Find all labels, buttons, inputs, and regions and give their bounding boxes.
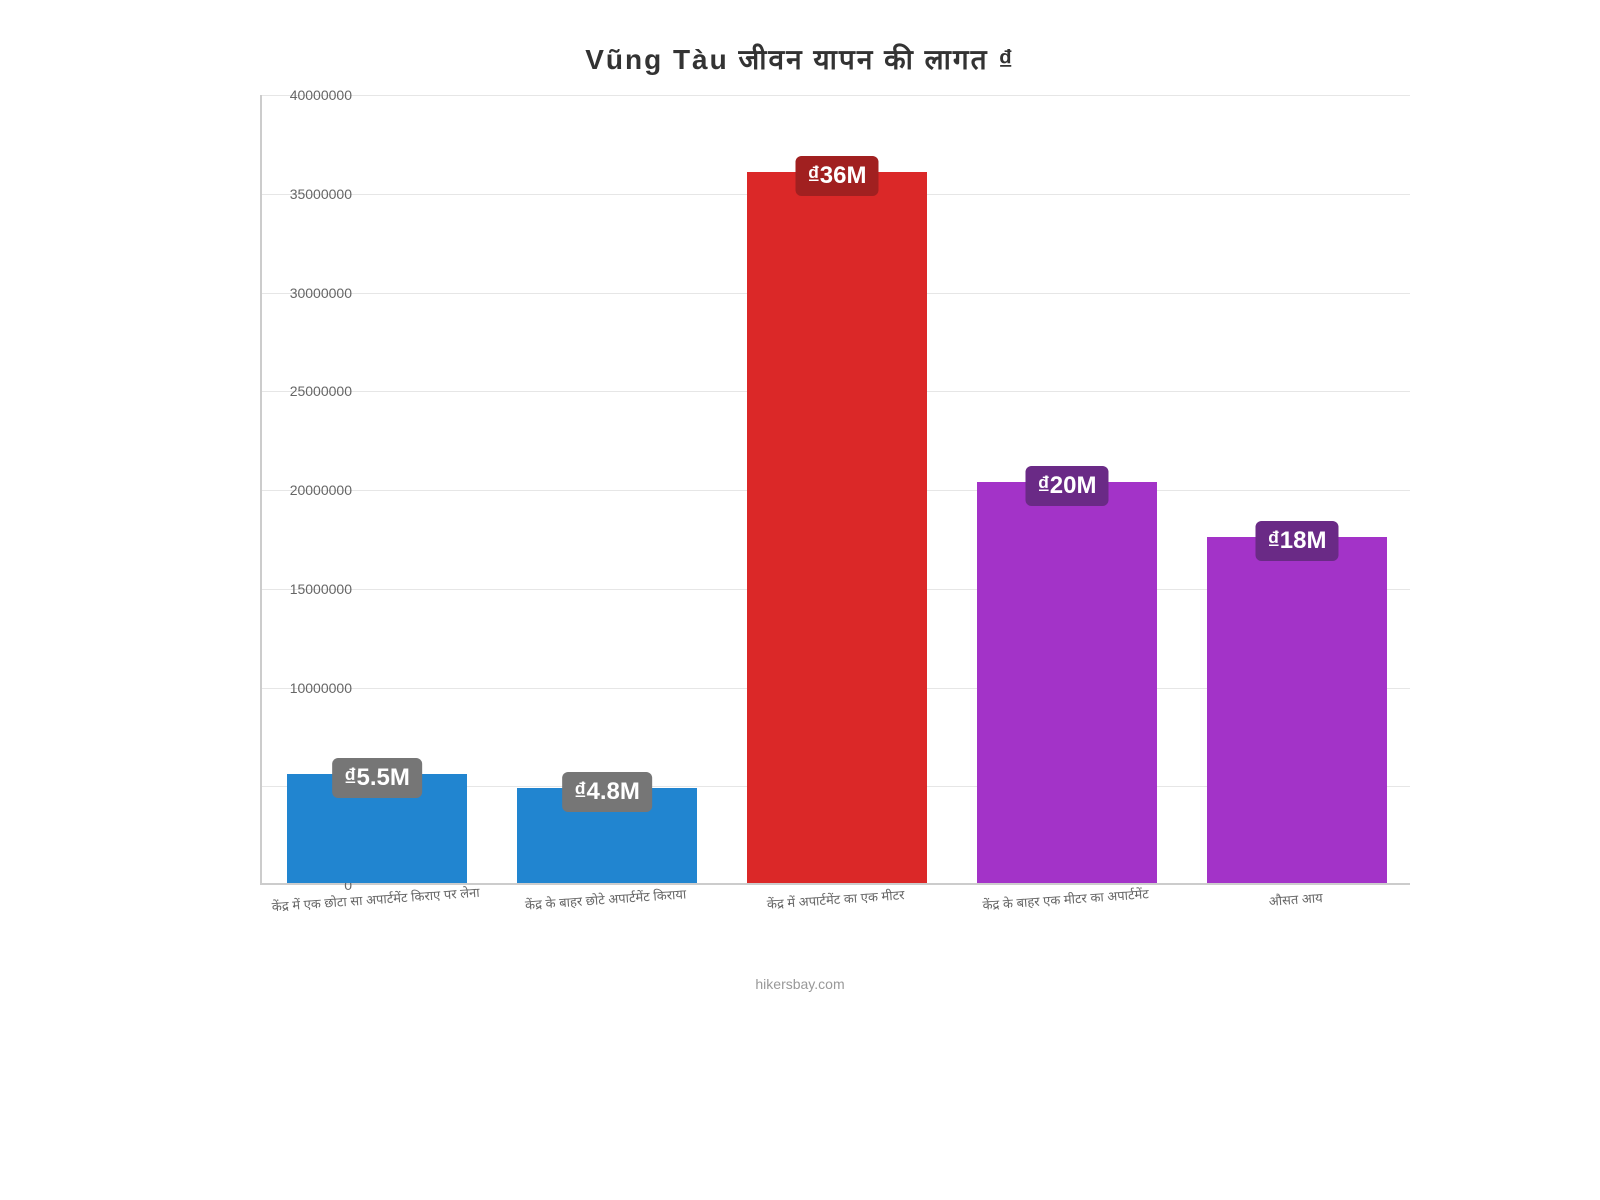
x-axis-labels: केंद्र में एक छोटा सा अपार्टमेंट किराए प… xyxy=(260,890,1410,950)
y-tick-label: 10000000 xyxy=(252,680,352,696)
bar-value-label: ₫36M xyxy=(795,156,878,196)
bar xyxy=(977,482,1156,883)
y-tick-label: 30000000 xyxy=(252,285,352,301)
credit-text: hikersbay.com xyxy=(755,976,844,992)
x-tick-label: केंद्र में अपार्टमेंट का एक मीटर xyxy=(766,885,905,913)
x-tick-label: केंद्र के बाहर एक मीटर का अपार्टमेंट xyxy=(982,884,1150,914)
y-tick-label: 35000000 xyxy=(252,186,352,202)
chart-title: Vũng Tàu जीवन यापन की लागत ₫ xyxy=(160,40,1440,78)
plot-area: 0500000010000000150000002000000025000000… xyxy=(260,95,1410,885)
y-tick-label: 20000000 xyxy=(252,482,352,498)
bar-value-label: ₫20M xyxy=(1025,466,1108,506)
y-tick-label: 15000000 xyxy=(252,581,352,597)
bar xyxy=(747,172,926,883)
bar-value-label: ₫18M xyxy=(1255,521,1338,561)
bar-value-label: ₫5.5M xyxy=(332,758,422,798)
x-tick-label: औसत आय xyxy=(1268,888,1323,910)
bar xyxy=(1207,537,1386,883)
y-tick-label: 25000000 xyxy=(252,383,352,399)
bar-value-label: ₫4.8M xyxy=(562,772,652,812)
y-tick-label: 40000000 xyxy=(252,87,352,103)
x-tick-label: केंद्र के बाहर छोटे अपार्टमेंट किराया xyxy=(524,884,686,913)
grid-line xyxy=(262,95,1410,96)
chart-container: Vũng Tàu जीवन यापन की लागत ₫ 05000000100… xyxy=(160,40,1440,1000)
